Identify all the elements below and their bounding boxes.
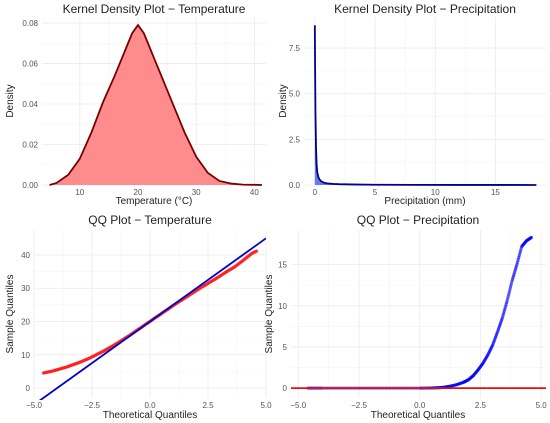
x-tick-label: 15 — [491, 188, 500, 197]
y-tick-label: 0.0 — [289, 181, 301, 190]
y-axis-label: Density — [278, 84, 289, 117]
y-tick-label: 0.04 — [22, 100, 38, 109]
x-tick-label: 5 — [373, 188, 378, 197]
plot-area — [313, 25, 537, 186]
y-tick-label: 30 — [21, 284, 30, 293]
x-tick-label: 2.5 — [202, 401, 214, 410]
y-axis-label: Density — [5, 84, 16, 117]
density-line — [49, 23, 262, 186]
chart-panel-3 — [33, 230, 267, 398]
density-area — [49, 25, 262, 185]
plot-area — [38, 237, 266, 400]
x-tick-label: 0.0 — [414, 401, 426, 410]
x-tick-label: 30 — [192, 188, 201, 197]
x-axis-label: Theoretical Quantiles — [103, 410, 198, 421]
x-tick-label: 2.5 — [475, 401, 487, 410]
x-axis-label: Temperature (°C) — [116, 196, 193, 207]
chart-title: Kernel Density Plot − Precipitation — [334, 2, 516, 16]
plot-area — [49, 23, 262, 186]
chart-panel-2 — [304, 17, 546, 186]
x-tick-label: 0 — [313, 188, 318, 197]
x-tick-label: −2.5 — [84, 401, 100, 410]
x-tick-label: 20 — [134, 188, 143, 197]
sample-point — [255, 249, 259, 253]
x-axis-label: Theoretical Quantiles — [371, 410, 466, 421]
y-tick-label: 20 — [21, 317, 30, 326]
y-tick-label: 0 — [283, 384, 288, 393]
y-tick-label: 0 — [26, 384, 31, 393]
y-tick-label: 0.00 — [22, 181, 38, 190]
density-line — [313, 25, 537, 186]
x-axis-label: Precipitation (mm) — [384, 196, 465, 207]
x-tick-label: 10 — [75, 188, 84, 197]
y-tick-label: 0.08 — [22, 19, 38, 28]
plot-area — [291, 235, 546, 390]
x-tick-label: 10 — [431, 188, 440, 197]
y-tick-label: 10 — [21, 351, 30, 360]
chart-title: QQ Plot − Precipitation — [357, 213, 479, 227]
y-tick-label: 10 — [278, 302, 287, 311]
x-tick-label: −5.0 — [290, 401, 306, 410]
density-area — [314, 25, 537, 185]
y-tick-label: 5 — [283, 343, 288, 352]
y-axis-label: Sample Quantiles — [264, 275, 275, 354]
y-axis-label: Sample Quantiles — [5, 275, 16, 354]
x-tick-label: 40 — [250, 188, 259, 197]
chart-title: QQ Plot − Temperature — [88, 213, 212, 227]
chart-panel-4 — [291, 230, 546, 398]
y-tick-label: 40 — [21, 251, 30, 260]
x-tick-label: 0.0 — [144, 401, 156, 410]
y-tick-label: 5.0 — [289, 90, 301, 99]
y-tick-label: 0.02 — [22, 141, 38, 150]
y-tick-label: 15 — [278, 261, 287, 270]
x-tick-label: −2.5 — [351, 401, 367, 410]
x-tick-label: −5.0 — [26, 401, 42, 410]
x-tick-label: 5.0 — [536, 401, 548, 410]
x-tick-label: 5.0 — [260, 401, 272, 410]
y-tick-label: 7.5 — [289, 44, 301, 53]
y-tick-label: 0.06 — [22, 60, 38, 69]
reference-line — [38, 237, 266, 400]
sample-point — [529, 235, 534, 240]
chart-title: Kernel Density Plot − Temperature — [63, 2, 246, 16]
y-tick-label: 2.5 — [289, 135, 301, 144]
